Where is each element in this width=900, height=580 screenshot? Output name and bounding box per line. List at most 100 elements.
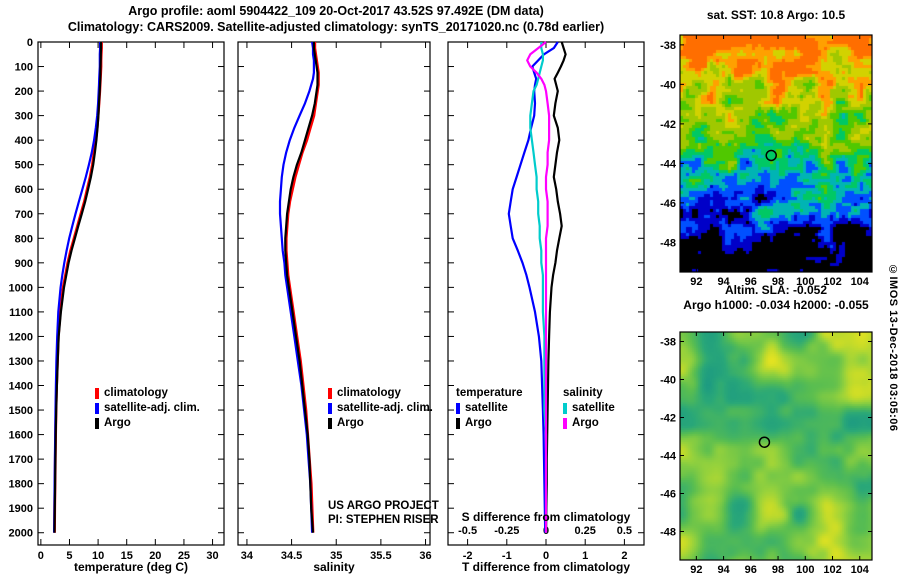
t-difference-axis-label: T difference from climatology: [461, 560, 631, 574]
tick-label: 34: [241, 550, 254, 562]
profile-line-satellite-adj-clim-: [53, 42, 102, 533]
legend-marker-satellite-s: [563, 403, 567, 414]
tick-label: 92: [690, 276, 702, 288]
tick-label: 700: [15, 209, 33, 221]
tick-label: -46: [660, 198, 676, 210]
tick-label: 2: [621, 550, 627, 562]
profile-line-climatology: [284, 42, 320, 533]
tick-label: 1700: [9, 454, 33, 466]
tick-label: -2: [463, 550, 473, 562]
tick-label: 1600: [9, 430, 33, 442]
tick-label: 500: [15, 160, 33, 172]
tick-label: 102: [823, 564, 841, 576]
tick-label: 96: [745, 564, 757, 576]
legend-header-temperature: temperature: [456, 387, 523, 399]
tick-label: -44: [660, 158, 677, 170]
tick-label: 400: [15, 135, 33, 147]
legend-label-argo-s: Argo: [572, 417, 599, 429]
tick-label: 10: [92, 550, 104, 562]
tick-label: 98: [772, 564, 784, 576]
legend-marker-satellite-t: [456, 403, 460, 414]
tick-label: 300: [15, 111, 33, 123]
legend-marker-argo-s: [563, 418, 567, 429]
tick-label: 34.5: [281, 550, 302, 562]
tick-label: 94: [717, 564, 730, 576]
legend-marker-argo-t: [456, 418, 460, 429]
difference-legend-salinity: salinity satellite Argo: [563, 386, 615, 431]
salinity-panel-legend: climatology satellite-adj. clim. Argo: [328, 386, 433, 431]
tick-label: 0.25: [574, 525, 595, 537]
tick-label: 1400: [9, 381, 33, 393]
tick-label: 35.5: [370, 550, 391, 562]
legend-label-satellite-s: satellite: [572, 402, 615, 414]
legend-marker-satellite-clim: [95, 403, 99, 414]
tick-label: 100: [796, 276, 814, 288]
figure-title: Argo profile: aoml 5904422_109 20-Oct-20…: [128, 4, 544, 18]
tick-label: 98: [772, 276, 784, 288]
sla-map-title-line2: Argo h1000: -0.034 h2000: -0.055: [683, 298, 869, 312]
legend-marker-argo: [328, 418, 332, 429]
tick-label: -0.5: [458, 525, 477, 537]
tick-label: 1200: [9, 331, 33, 343]
tick-label: 800: [15, 233, 33, 245]
sla-map-title-line1: Altim. SLA: -0.052: [724, 283, 828, 297]
legend-marker-climatology: [95, 388, 99, 399]
plot-frame: [237, 41, 431, 546]
profile-line-salinity-argo: [526, 41, 551, 533]
legend-label-satellite-clim: satellite-adj. clim.: [104, 402, 200, 414]
project-credits: US ARGO PROJECT PI: STEPHEN RISER: [328, 499, 439, 527]
legend-label-argo-t: Argo: [465, 417, 492, 429]
tick-label: 94: [717, 276, 730, 288]
tick-label: 35: [330, 550, 342, 562]
tick-label: 1900: [9, 503, 33, 515]
tick-label: 1000: [9, 282, 33, 294]
sla-map-image: [680, 332, 872, 560]
tick-label: 1100: [9, 307, 33, 319]
profile-line-temperature-satellite: [507, 41, 559, 533]
tick-label: 96: [745, 276, 757, 288]
tick-label: 0.5: [617, 525, 632, 537]
legend-label-satellite-clim: satellite-adj. clim.: [337, 402, 433, 414]
tick-label: -38: [660, 40, 676, 52]
tick-label: -42: [660, 119, 676, 131]
tick-label: -40: [660, 375, 676, 387]
tick-label: -42: [660, 413, 676, 425]
tick-label: 200: [15, 86, 33, 98]
tick-label: 1500: [9, 405, 33, 417]
tick-label: 0: [38, 550, 44, 562]
profile-line-argo: [53, 42, 103, 533]
s-difference-axis-label: S difference from climatology: [461, 510, 631, 524]
temperature-axis-label: temperature (deg C): [73, 560, 189, 574]
tick-label: 25: [178, 550, 190, 562]
salinity-axis-label: salinity: [313, 560, 355, 574]
profile-line-argo: [284, 42, 319, 533]
sst-map-title: sat. SST: 10.8 Argo: 10.5: [706, 8, 846, 22]
tick-label: 100: [796, 564, 814, 576]
legend-label-argo: Argo: [104, 417, 131, 429]
tick-label: -0.25: [494, 525, 519, 537]
difference-legend-temperature: temperature satellite Argo: [456, 386, 522, 431]
profile-line-temperature-argo: [544, 41, 567, 533]
map-frame: [679, 34, 873, 273]
tick-label: 30: [206, 550, 218, 562]
tick-label: 900: [15, 258, 33, 270]
legend-label-climatology: climatology: [104, 387, 168, 399]
tick-label: -1: [502, 550, 512, 562]
tick-label: 100: [15, 62, 33, 74]
tick-label: 36: [419, 550, 431, 562]
tick-label: 0: [543, 550, 549, 562]
tick-label: 2000: [9, 528, 33, 540]
map-frame: [679, 331, 873, 561]
tick-label: 1800: [9, 479, 33, 491]
tick-label: 1300: [9, 356, 33, 368]
tick-label: 0: [27, 37, 33, 49]
legend-header-salinity: salinity: [563, 387, 603, 399]
tick-label: -38: [660, 337, 676, 349]
tick-label: 92: [690, 564, 702, 576]
tick-label: 104: [851, 276, 870, 288]
tick-label: 20: [149, 550, 161, 562]
credit-line-1: US ARGO PROJECT: [328, 500, 439, 512]
tick-label: -44: [660, 451, 677, 463]
temperature-panel-legend: climatology satellite-adj. clim. Argo: [95, 386, 200, 431]
